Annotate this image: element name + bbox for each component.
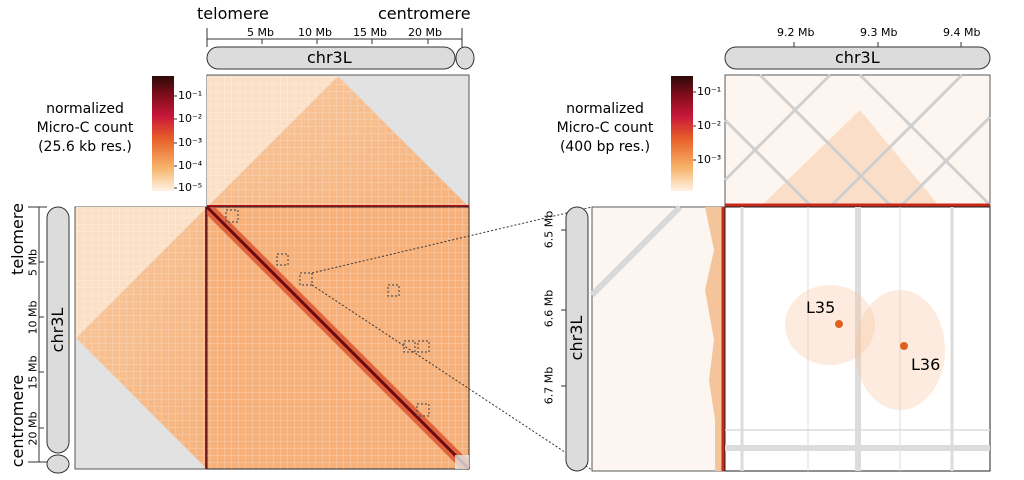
loop-l35-dot [835, 320, 843, 328]
zoom-tick-9-2mb: 9.2 Mb [777, 26, 815, 39]
main-left-ideogram [28, 206, 70, 474]
zoom-left-ideogram [561, 206, 589, 472]
main-left-tick-5mb: 5 Mb [26, 249, 40, 276]
side-telomere-label: telomere [8, 203, 27, 275]
main-left-tick-15mb: 15 Mb [26, 355, 40, 390]
zoom-top-triangle-map [723, 73, 992, 209]
zoom-colorbar [671, 76, 696, 191]
main-top-triangle-map [206, 74, 470, 208]
zoom-left-chrom-label: chr3L [567, 315, 586, 361]
main-legend-line2: Micro-C count [36, 120, 134, 136]
zoom-legend-line3: (400 bp res.) [559, 139, 651, 155]
main-tick-20mb: 20 Mb [408, 26, 442, 39]
top-telomere-label: telomere [197, 4, 269, 23]
zoom-tick-9-3mb: 9.3 Mb [860, 26, 898, 39]
loop-l35-label: L35 [806, 298, 836, 317]
main-legend-line1: normalized [46, 101, 124, 117]
main-legend-line3: (25.6 kb res.) [38, 139, 132, 155]
main-colorbar [152, 76, 177, 191]
zoom-cbar-tick-1: 10⁻¹ [697, 85, 722, 98]
zoom-legend-line2: Micro-C count [556, 120, 654, 136]
loop-l36-dot [900, 342, 908, 350]
main-tick-10mb: 10 Mb [298, 26, 332, 39]
zoom-legend-title: normalized Micro-C count (400 bp res.) [540, 100, 670, 157]
main-tick-5mb: 5 Mb [247, 26, 274, 39]
main-left-triangle-map [74, 206, 208, 470]
main-left-chrom-label: chr3L [48, 307, 67, 353]
zoom-top-chrom-label: chr3L [835, 48, 880, 67]
main-tick-15mb: 15 Mb [353, 26, 387, 39]
main-top-chrom-label: chr3L [307, 48, 352, 67]
side-centromere-label: centromere [8, 374, 27, 468]
zoom-tick-9-4mb: 9.4 Mb [943, 26, 981, 39]
zoom-left-tick-6-5mb: 6.5 Mb [542, 210, 556, 249]
zoom-cbar-tick-2: 10⁻² [697, 119, 722, 132]
zoom-cbar-tick-3: 10⁻³ [697, 153, 722, 166]
zoom-top-ideogram [724, 42, 991, 70]
loop-l36-label: L36 [911, 355, 941, 374]
loop-markers [225, 209, 430, 417]
zoom-contact-map [724, 206, 991, 472]
main-cbar-tick-1: 10⁻¹ [178, 89, 203, 102]
zoom-left-triangle-map [589, 204, 726, 472]
main-cbar-tick-4: 10⁻⁴ [178, 159, 203, 172]
main-cbar-tick-5: 10⁻⁵ [178, 181, 203, 194]
main-left-tick-10mb: 10 Mb [26, 300, 40, 335]
main-left-tick-20mb: 20 Mb [26, 411, 40, 446]
main-top-ideogram [206, 28, 475, 70]
main-cbar-tick-3: 10⁻³ [178, 136, 203, 149]
main-cbar-tick-2: 10⁻² [178, 112, 203, 125]
zoom-legend-line1: normalized [566, 101, 644, 117]
main-legend-title: normalized Micro-C count (25.6 kb res.) [20, 100, 150, 157]
main-contact-map [205, 205, 471, 471]
zoom-left-tick-6-7mb: 6.7 Mb [542, 366, 556, 405]
zoom-left-tick-6-6mb: 6.6 Mb [542, 289, 556, 328]
top-centromere-label: centromere [378, 4, 471, 23]
